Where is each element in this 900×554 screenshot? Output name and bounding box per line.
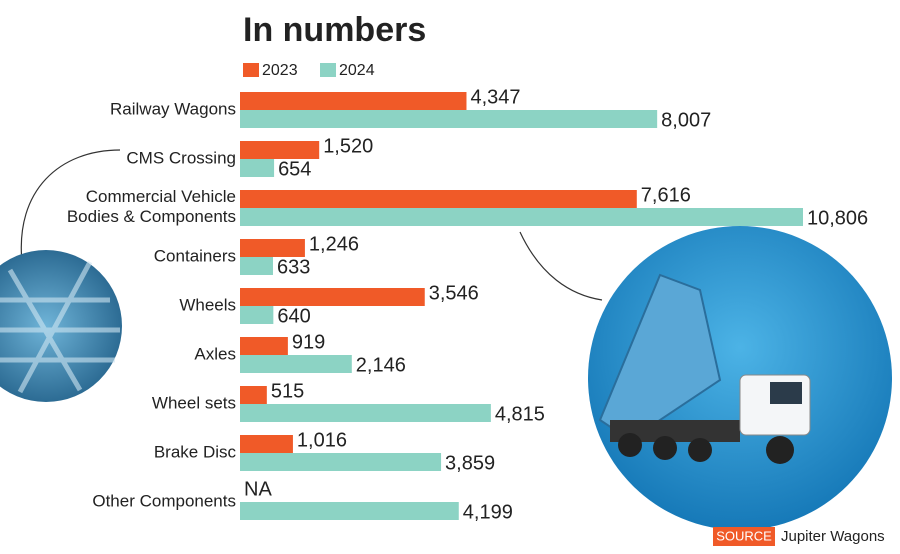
bar	[240, 92, 467, 110]
value-label: 4,199	[463, 501, 513, 523]
bar	[240, 239, 305, 257]
category-label: Brake Disc	[154, 442, 237, 461]
bar	[240, 435, 293, 453]
value-label: 2,146	[356, 354, 406, 376]
bar	[240, 404, 491, 422]
value-label: 3,546	[429, 282, 479, 304]
category-label: Containers	[154, 246, 236, 265]
bar	[240, 141, 320, 159]
value-label: 4,815	[495, 403, 545, 425]
source-tag-box	[713, 527, 775, 546]
bar	[240, 502, 459, 520]
rail-illustration	[0, 260, 120, 394]
bar	[240, 208, 803, 226]
value-label: 1,520	[323, 135, 373, 157]
bar	[240, 386, 267, 404]
legend-swatch	[320, 63, 336, 77]
value-label: 640	[277, 305, 310, 327]
bar	[240, 306, 274, 324]
bar	[240, 288, 425, 306]
bar	[240, 110, 658, 128]
category-label: Other Components	[92, 491, 236, 510]
chart-title: In numbers	[243, 11, 426, 49]
bar	[240, 190, 637, 208]
value-label: 1,016	[297, 429, 347, 451]
value-label: 8,007	[661, 109, 711, 131]
category-label: Commercial Vehicle Bodies & Components	[67, 187, 236, 226]
value-label: 7,616	[641, 184, 691, 206]
value-label: 919	[292, 331, 325, 353]
bar	[240, 257, 273, 275]
rail-photo	[0, 250, 122, 402]
bar	[240, 355, 352, 373]
connector	[519, 231, 603, 301]
value-label: 1,246	[309, 233, 359, 255]
category-label: Wheels	[179, 295, 236, 314]
bar	[240, 453, 442, 471]
legend-swatch	[243, 63, 259, 77]
category-label: Railway Wagons	[110, 99, 236, 118]
legend-label: 2024	[339, 62, 375, 79]
category-label: CMS Crossing	[126, 148, 236, 167]
connector	[20, 149, 121, 263]
value-label: 654	[278, 158, 311, 180]
value-label: 4,347	[470, 86, 520, 108]
value-label: NA	[244, 478, 272, 500]
bar	[240, 159, 275, 177]
category-label: Wheel sets	[152, 393, 236, 412]
value-label: 633	[277, 256, 310, 278]
legend-label: 2023	[262, 62, 298, 79]
source: Jupiter Wagons	[781, 528, 885, 545]
category-label: Axles	[194, 344, 236, 363]
value-label: 3,859	[445, 452, 495, 474]
bar	[240, 337, 288, 355]
truck-illustration	[598, 273, 811, 464]
value-label: 10,806	[807, 207, 868, 229]
value-label: 515	[271, 380, 304, 402]
source-tag: SOURCE	[716, 528, 772, 543]
